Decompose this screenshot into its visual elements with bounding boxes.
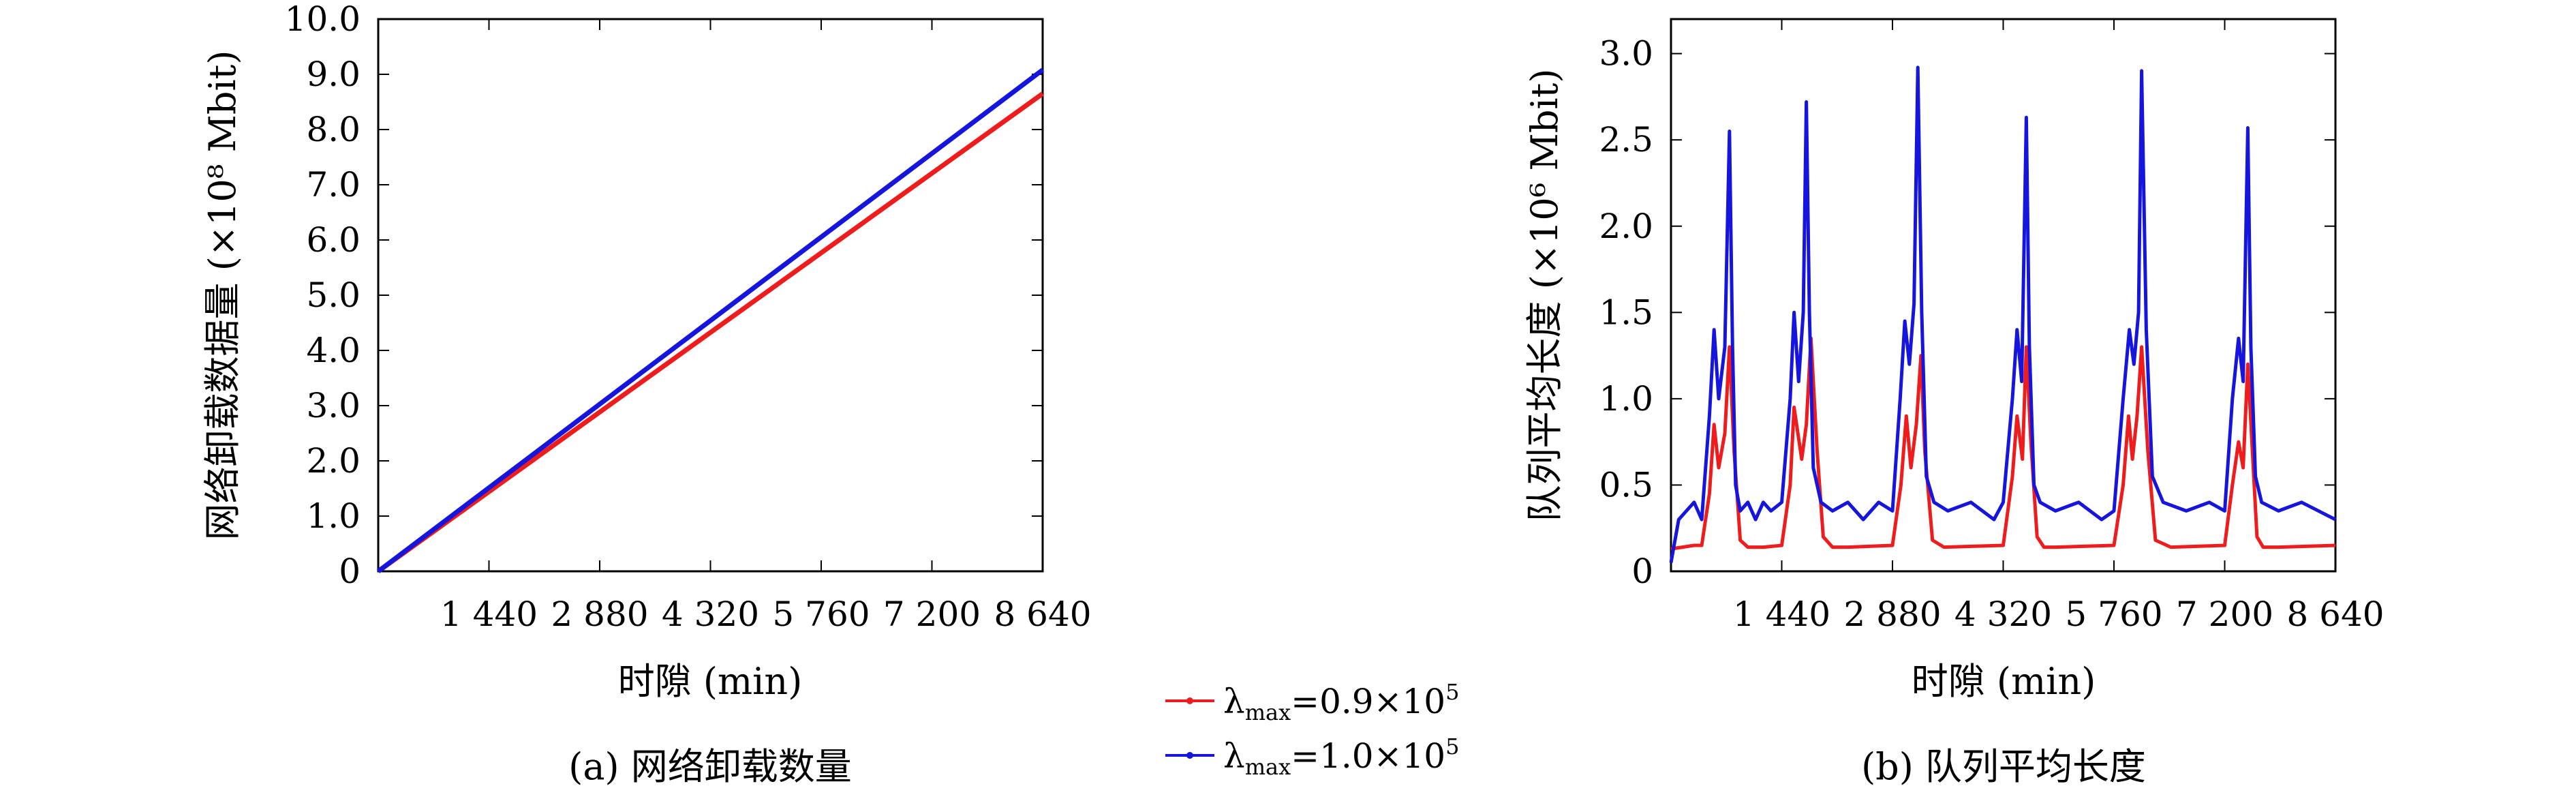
chart-b-x-tick-label: 7 200 bbox=[2176, 594, 2273, 634]
chart-a-y-axis-title: 网络卸载数据量 (×10⁸ Mbit) bbox=[201, 50, 244, 541]
chart-b-x-tick-label: 8 640 bbox=[2286, 594, 2384, 634]
legend-marker-red bbox=[1186, 697, 1193, 704]
chart-a-series-line-blue bbox=[376, 67, 1045, 573]
chart-a-y-tick-label: 0 bbox=[339, 552, 361, 591]
chart-a-y-tick-label: 6.0 bbox=[306, 220, 361, 260]
legend-value: =1.0×10 bbox=[1291, 736, 1445, 776]
legend-exponent: 5 bbox=[1445, 679, 1459, 705]
legend-value: =0.9×10 bbox=[1291, 682, 1445, 721]
chart-b-caption: (b) 队列平均长度 bbox=[1861, 745, 2146, 788]
legend-subscript: max bbox=[1245, 754, 1291, 780]
chart-b-y-tick-label: 2.0 bbox=[1599, 207, 1653, 246]
chart-b-series-line-blue bbox=[1669, 65, 2337, 563]
chart-b-y-tick-label: 0 bbox=[1631, 552, 1653, 591]
legend: λmax=0.9×105 λmax=1.0×105 bbox=[1165, 679, 1459, 780]
chart-b-x-tick-label: 2 880 bbox=[1843, 594, 1941, 634]
chart-a-lines bbox=[376, 67, 1045, 573]
chart-a-plot-frame bbox=[377, 18, 1044, 573]
chart-b-y-tick-label: 1.0 bbox=[1599, 379, 1653, 419]
chart-b-x-axis-title: 时隙 (min) bbox=[1912, 660, 2096, 703]
chart-a-x-tick-label: 1 440 bbox=[440, 594, 538, 634]
chart-a-x-tick-label: 2 880 bbox=[551, 594, 648, 634]
legend-item: λmax=0.9×105 bbox=[1165, 679, 1459, 725]
chart-a-y-tick-label: 1.0 bbox=[306, 496, 361, 536]
chart-b-y-tick-label: 2.5 bbox=[1599, 120, 1653, 160]
chart-b-y-tick-label: 3.0 bbox=[1599, 34, 1653, 74]
legend-item: λmax=1.0×105 bbox=[1165, 734, 1459, 780]
chart-b: 0 0.5 1.0 1.5 2.0 2.5 3.0 1 440 2 880 4 320 5 760 7… bbox=[1523, 18, 2385, 788]
chart-a-x-tick-label: 4 320 bbox=[662, 594, 759, 634]
chart-a-caption: (a) 网络卸载数量 bbox=[568, 745, 852, 788]
chart-b-y-tick-label: 0.5 bbox=[1599, 465, 1653, 504]
chart-b-series-line-red bbox=[1670, 336, 2336, 551]
chart-b-ticks: 0 0.5 1.0 1.5 2.0 2.5 3.0 1 440 2 880 4 320 5 760 7… bbox=[1599, 19, 2385, 634]
chart-b-x-tick-label: 5 760 bbox=[2065, 594, 2162, 634]
chart-a-y-tick-label: 4.0 bbox=[306, 331, 361, 370]
chart-a: 0 1.0 2.0 3.0 4.0 5.0 6.0 7.0 8.0 9.0 10.0 1 440 2 8… bbox=[201, 0, 1092, 788]
chart-a-y-tick-label: 8.0 bbox=[306, 110, 361, 149]
chart-b-x-tick-label: 4 320 bbox=[1954, 594, 2052, 634]
chart-a-y-tick-label: 2.0 bbox=[306, 441, 361, 481]
legend-label: λmax=1.0×105 bbox=[1223, 734, 1459, 780]
chart-a-y-tick-label: 10.0 bbox=[285, 0, 361, 39]
chart-b-y-tick-label: 1.5 bbox=[1599, 292, 1653, 332]
chart-b-lines bbox=[1669, 65, 2337, 563]
legend-lambda: λ bbox=[1223, 682, 1245, 721]
legend-lambda: λ bbox=[1223, 736, 1245, 776]
chart-a-y-tick-label: 9.0 bbox=[306, 55, 361, 94]
chart-a-x-tick-label: 8 640 bbox=[994, 594, 1091, 634]
chart-b-y-axis-title: 队列平均长度 (×10⁶ Mbit) bbox=[1523, 69, 1566, 522]
chart-a-x-tick-label: 5 760 bbox=[772, 594, 870, 634]
legend-marker-blue bbox=[1186, 752, 1193, 759]
legend-label: λmax=0.9×105 bbox=[1223, 679, 1459, 725]
chart-a-y-tick-label: 3.0 bbox=[306, 386, 361, 425]
chart-a-x-tick-label: 7 200 bbox=[883, 594, 981, 634]
chart-a-x-axis-title: 时隙 (min) bbox=[618, 660, 803, 703]
legend-subscript: max bbox=[1245, 699, 1291, 725]
legend-exponent: 5 bbox=[1445, 734, 1459, 759]
chart-a-ticks: 0 1.0 2.0 3.0 4.0 5.0 6.0 7.0 8.0 9.0 10.0 1 440 2 8… bbox=[285, 0, 1092, 634]
chart-a-y-tick-label: 5.0 bbox=[306, 275, 361, 315]
chart-a-series-line-red bbox=[376, 91, 1045, 573]
chart-a-y-tick-label: 7.0 bbox=[306, 165, 361, 205]
chart-b-x-tick-label: 1 440 bbox=[1733, 594, 1830, 634]
